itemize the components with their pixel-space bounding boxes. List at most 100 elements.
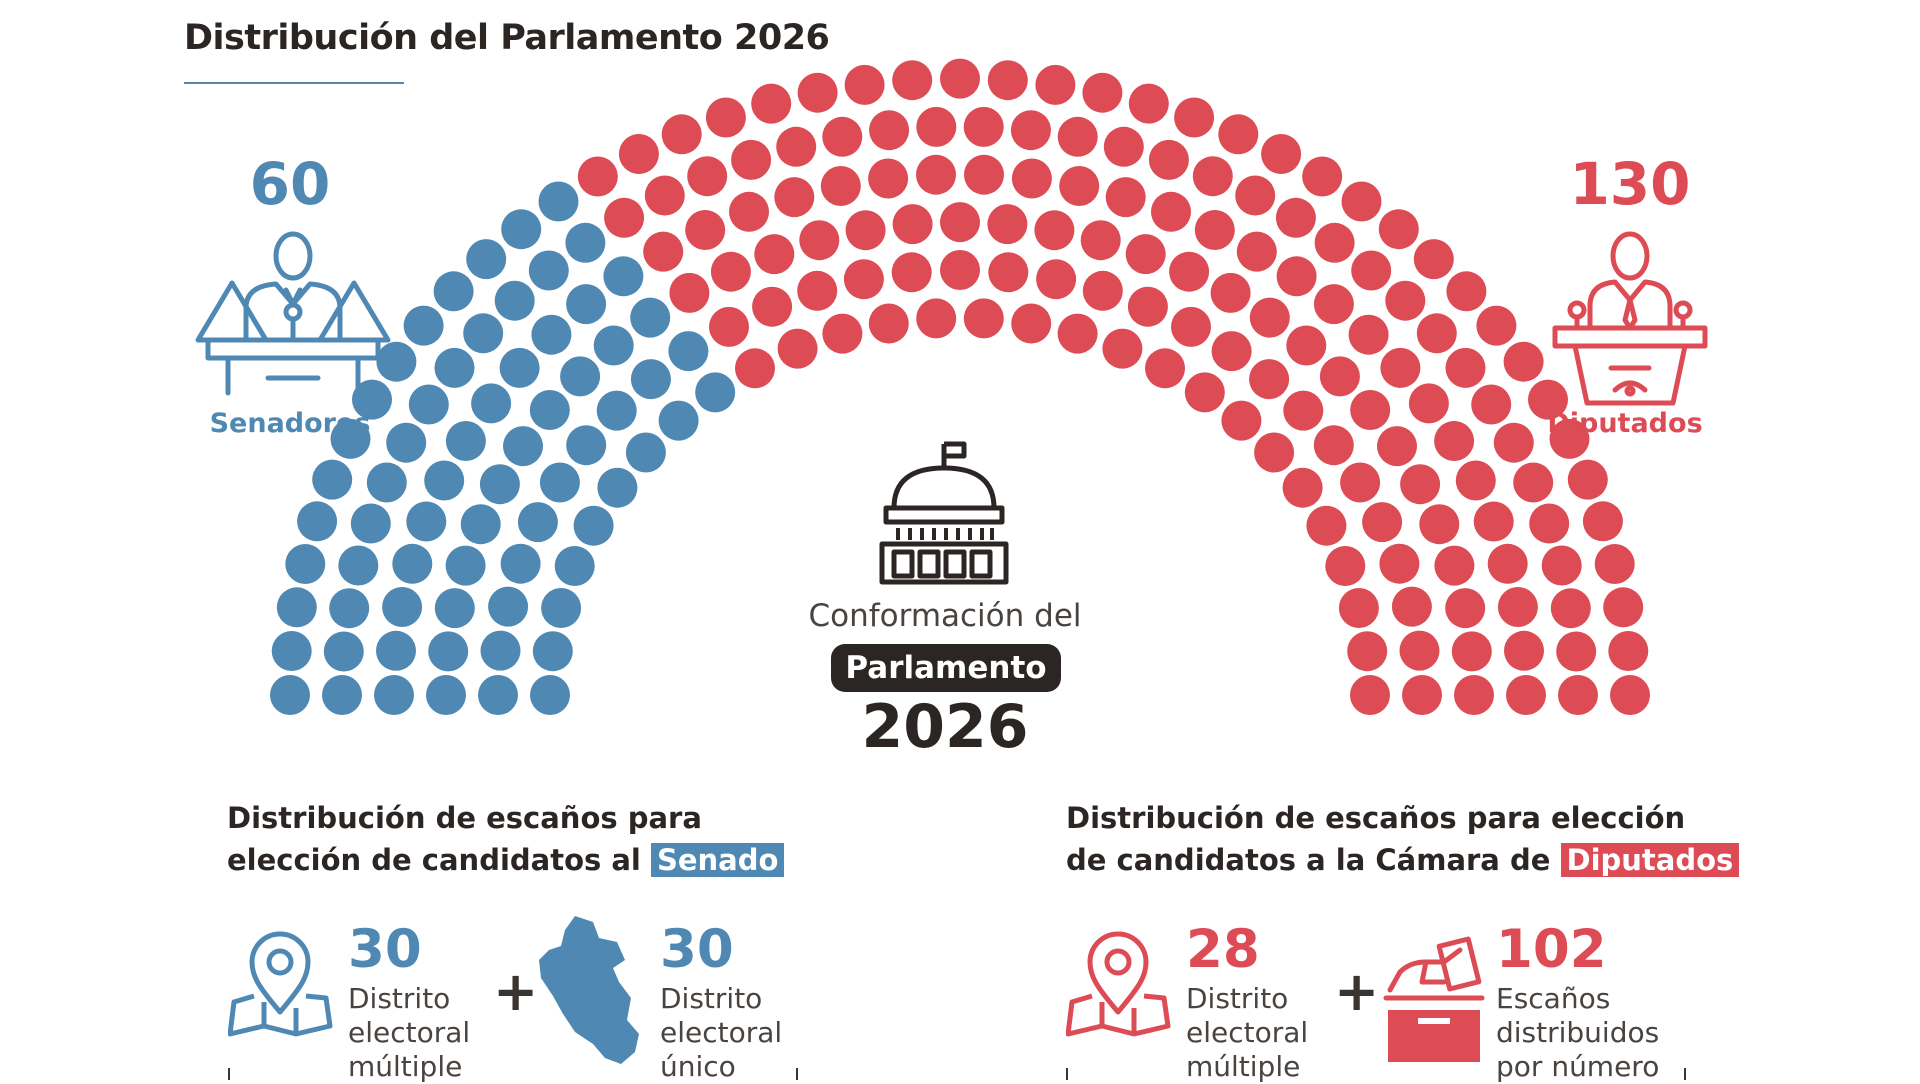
- deputy-seat: [1473, 501, 1514, 542]
- senate-seat: [500, 543, 541, 584]
- senate-seat: [426, 675, 466, 715]
- deputies-section-title: Distribución de escaños para elección de…: [1066, 797, 1740, 881]
- deputy-seat: [729, 191, 769, 232]
- deputy-seat: [1340, 462, 1381, 503]
- deputy-lectern-icon: [1552, 231, 1708, 406]
- deputy-seat: [797, 72, 838, 113]
- deputy-seat: [1211, 331, 1252, 372]
- senate-seat: [539, 462, 580, 503]
- deputy-seat: [1010, 110, 1051, 151]
- senate-seat: [408, 384, 449, 425]
- deputy-seat: [1148, 139, 1189, 180]
- deputy-seat: [820, 166, 861, 206]
- deputy-seat: [797, 270, 838, 311]
- deputy-seat: [1059, 166, 1100, 206]
- deputy-seat: [1171, 306, 1211, 347]
- senate-seat: [501, 209, 542, 250]
- senate-seat: [499, 347, 540, 388]
- deputy-seat: [1082, 270, 1123, 311]
- congress-building-icon: [879, 441, 1009, 585]
- deputy-seat: [1419, 504, 1460, 545]
- deputy-seat: [1276, 256, 1317, 297]
- deputy-seat: [1221, 400, 1262, 441]
- deputy-seat: [868, 158, 909, 199]
- deputy-seat: [1379, 543, 1420, 584]
- deputy-seat: [1504, 630, 1544, 671]
- deputy-seat: [1151, 191, 1191, 232]
- deputy-seat: [1400, 464, 1441, 505]
- senate-seat: [479, 464, 520, 505]
- deputy-seat: [1445, 347, 1486, 388]
- senate-seat: [554, 546, 595, 586]
- deputy-seat: [1011, 158, 1052, 199]
- senate-section-title: Distribución de escaños para elección de…: [227, 797, 785, 881]
- deputy-seat: [1261, 134, 1302, 174]
- senate-seat: [424, 460, 465, 501]
- senate-seat: [478, 675, 518, 715]
- deputy-seat: [1529, 503, 1570, 544]
- senate-seat: [530, 675, 570, 715]
- deputy-seat: [1169, 251, 1210, 292]
- deputy-seat: [1362, 502, 1403, 543]
- senate-seat: [376, 630, 416, 671]
- senate-seat: [531, 314, 572, 355]
- senate-seat: [566, 425, 607, 466]
- senate-seat: [471, 383, 512, 424]
- deputy-seat: [1351, 250, 1392, 291]
- deputy-seat: [1275, 197, 1316, 238]
- deputy-seat: [1036, 259, 1077, 300]
- senate-seat: [445, 421, 486, 461]
- deputy-seat: [1399, 630, 1440, 671]
- deputy-seat: [1513, 462, 1554, 503]
- deputy-seat: [1103, 126, 1144, 167]
- map-pin-icon: [1066, 931, 1171, 1037]
- deputy-seat: [1385, 280, 1426, 321]
- deputy-seat: [891, 252, 932, 293]
- deputy-seat: [1282, 467, 1323, 508]
- deputy-seat: [1402, 675, 1442, 715]
- senate-multi-label: Distrito electoral múltiple: [348, 982, 471, 1083]
- deputy-seat: [1451, 631, 1492, 672]
- senate-seat: [338, 545, 379, 586]
- senate-seat: [323, 631, 364, 672]
- senate-seat: [434, 347, 475, 388]
- senate-seat: [270, 675, 310, 715]
- senate-count: 60: [249, 150, 331, 218]
- deputy-seat: [1594, 544, 1635, 584]
- title-underline: [184, 82, 404, 84]
- deputy-seat: [618, 134, 659, 174]
- deputy-seat: [685, 210, 726, 250]
- senate-seat: [560, 356, 601, 397]
- deputy-seat: [1325, 546, 1366, 586]
- senate-seat: [366, 462, 407, 503]
- senate-seat: [494, 280, 535, 321]
- deputy-seat: [1218, 114, 1259, 155]
- senate-seat: [322, 675, 362, 715]
- deputies-label: Diputados: [1547, 408, 1703, 439]
- deputy-seat: [892, 60, 933, 101]
- deputy-seat: [1610, 675, 1650, 715]
- deputies-multi-number: 28: [1186, 919, 1260, 980]
- deputy-seat: [731, 139, 772, 180]
- deputy-seat: [1567, 459, 1608, 500]
- deputy-seat: [987, 60, 1028, 101]
- deputy-seat: [1249, 359, 1290, 400]
- senate-seat: [529, 390, 570, 430]
- deputy-seat: [869, 110, 910, 151]
- deputy-seat: [1413, 239, 1454, 280]
- deputy-seat: [1434, 421, 1475, 461]
- deputy-seat: [845, 210, 886, 251]
- deputy-seat: [1286, 325, 1327, 366]
- ballot-box-icon: [1383, 936, 1485, 1062]
- tick-mark: [796, 1068, 798, 1080]
- deputies-multi-label: Distrito electoral múltiple: [1186, 982, 1309, 1083]
- deputy-seat: [1057, 116, 1098, 157]
- deputy-seat: [1057, 313, 1098, 354]
- deputy-seat: [1283, 390, 1324, 431]
- deputy-seat: [604, 197, 645, 238]
- deputy-seat: [1487, 543, 1528, 584]
- senate-seat: [573, 505, 614, 546]
- senate-seat: [271, 631, 312, 671]
- deputy-seat: [843, 259, 884, 300]
- senate-seat: [517, 502, 558, 543]
